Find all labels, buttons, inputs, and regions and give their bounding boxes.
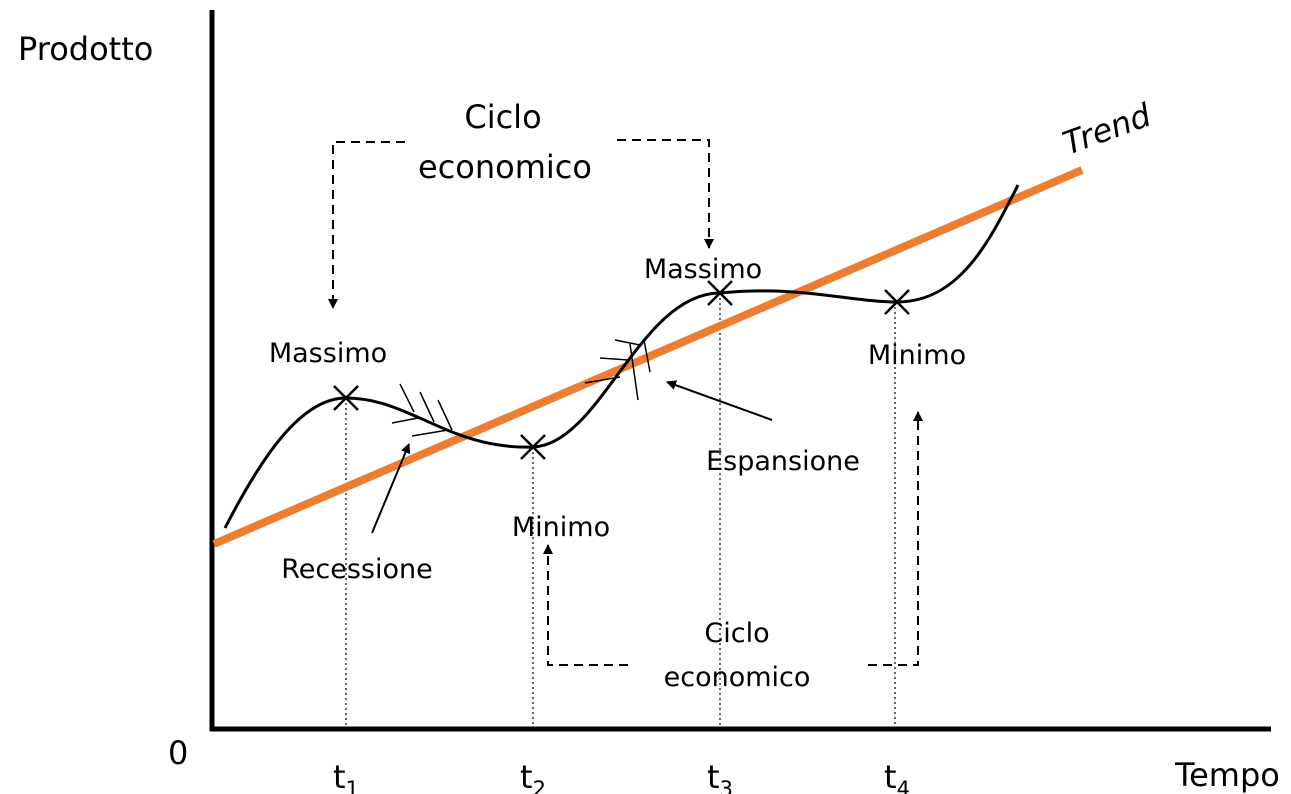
peak-label: Massimo — [269, 338, 387, 369]
tick-base: t — [520, 758, 533, 794]
tick-sub: 4 — [897, 777, 910, 794]
cycle-label: economico — [664, 662, 811, 693]
trough-label: Minimo — [868, 340, 966, 371]
trend-label: Trend — [1058, 96, 1157, 163]
extremum-markers — [333, 280, 910, 460]
tick-base: t — [707, 758, 720, 794]
cycle-label: Ciclo — [464, 98, 541, 136]
tick-base: t — [884, 758, 897, 794]
pointer-arrows — [371, 380, 773, 534]
cycle-arrows — [328, 139, 923, 666]
time-tick: t3 — [707, 758, 733, 794]
axes — [209, 10, 1271, 732]
cycle-label: economico — [418, 148, 592, 186]
tick-base: t — [333, 758, 346, 794]
time-tick: t2 — [520, 758, 546, 794]
expansion-label: Espansione — [706, 446, 860, 477]
y-axis-label: Prodotto — [18, 30, 153, 68]
cycle-curve — [223, 184, 1020, 529]
tick-sub: 3 — [720, 777, 733, 794]
hatches — [391, 339, 651, 437]
tick-sub: 2 — [533, 777, 546, 794]
trend-line — [212, 166, 1084, 548]
peak-label: Massimo — [644, 254, 762, 285]
time-tick: t4 — [884, 758, 910, 794]
guide-lines — [345, 293, 896, 728]
time-tick: t1 — [333, 758, 359, 794]
cycle-label: Ciclo — [704, 618, 769, 649]
x-axis-label: Tempo — [1174, 756, 1280, 794]
tick-sub: 1 — [346, 777, 359, 794]
recession-label: Recessione — [281, 554, 433, 585]
trough-label: Minimo — [512, 512, 610, 543]
origin-label: 0 — [168, 734, 188, 772]
